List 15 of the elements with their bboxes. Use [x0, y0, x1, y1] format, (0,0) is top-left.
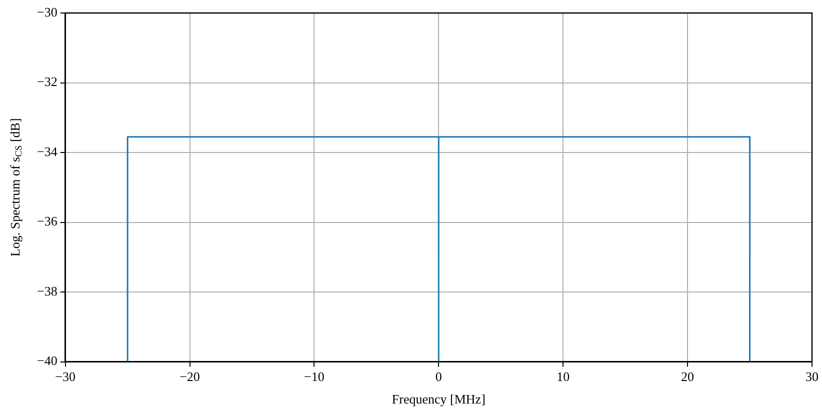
x-tick-label: −30: [55, 369, 76, 384]
x-tick-label: −10: [304, 369, 324, 384]
x-tick-label: 0: [435, 369, 442, 384]
y-tick-label: −34: [36, 144, 58, 159]
y-tick-label: −32: [36, 74, 58, 90]
x-tick-label: 20: [681, 369, 694, 384]
y-axis-title: Log. Spectrum of sCS [dB]: [7, 118, 24, 257]
y-tick-label: −40: [36, 353, 58, 368]
y-tick-label: −36: [36, 214, 58, 229]
x-tick-label: 30: [806, 369, 818, 384]
x-tick-label: 10: [556, 369, 570, 384]
x-axis-title: Frequency [MHz]: [392, 392, 486, 407]
x-tick-label: −20: [180, 369, 200, 384]
y-tick-label: −38: [36, 283, 58, 298]
y-tick-label: −30: [36, 4, 58, 20]
